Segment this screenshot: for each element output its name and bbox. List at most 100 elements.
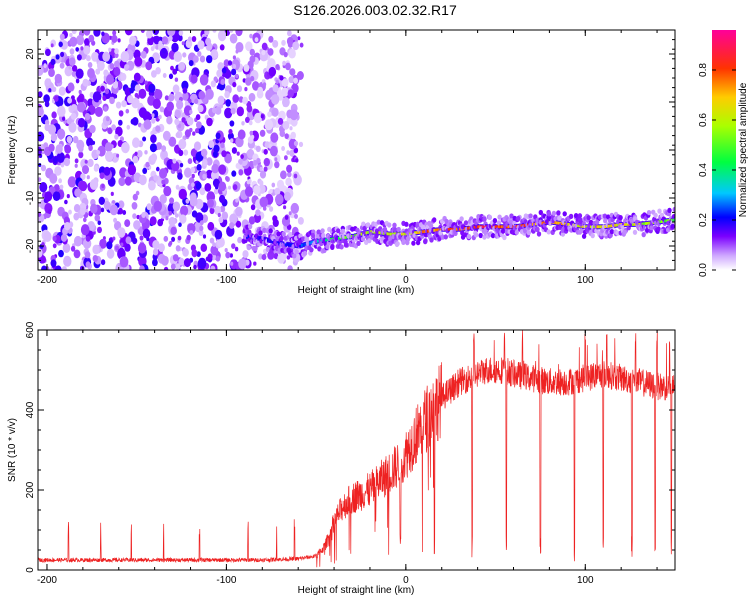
- noise-cell: [151, 70, 157, 78]
- signal-cell: [631, 222, 634, 226]
- noise-cell: [211, 163, 219, 174]
- noise-cell: [187, 223, 196, 235]
- halo-cell: [482, 216, 487, 222]
- signal-cell: [499, 225, 502, 229]
- signal-cell: [659, 220, 662, 224]
- signal-cell: [386, 232, 389, 236]
- noise-cell: [92, 244, 100, 255]
- noise-cell: [289, 109, 299, 121]
- halo-cell: [258, 230, 263, 236]
- noise-cell: [280, 251, 287, 261]
- noise-cell: [138, 107, 147, 119]
- noise-cell: [67, 82, 75, 92]
- signal-cell: [473, 225, 476, 229]
- halo-cell: [279, 235, 284, 241]
- halo-cell: [396, 226, 401, 233]
- noise-cell: [283, 51, 288, 58]
- colorbar-tick-label: 0.2: [698, 213, 709, 227]
- colorbar-tick-label: 0.4: [698, 163, 709, 177]
- noise-cell: [275, 79, 279, 84]
- noise-cell: [71, 30, 77, 35]
- noise-cell: [187, 36, 192, 42]
- noise-cell: [232, 55, 236, 60]
- halo-cell: [560, 231, 566, 237]
- noise-cell: [204, 183, 212, 192]
- noise-cell: [212, 30, 217, 33]
- noise-cell: [113, 66, 121, 77]
- noise-cell: [202, 173, 207, 180]
- signal-cell: [404, 232, 407, 236]
- halo-cell: [367, 238, 372, 244]
- noise-cell: [87, 62, 93, 68]
- noise-cell: [192, 131, 196, 136]
- noise-cell: [100, 85, 105, 92]
- noise-cell: [54, 166, 62, 176]
- noise-cell: [269, 188, 273, 194]
- noise-cell: [254, 112, 262, 124]
- signal-cell: [447, 227, 450, 231]
- noise-cell: [145, 161, 150, 168]
- noise-cell: [289, 126, 293, 131]
- noise-cell: [169, 197, 175, 204]
- noise-cell: [106, 74, 114, 85]
- noise-cell: [50, 58, 56, 66]
- halo-cell: [406, 235, 411, 241]
- noise-cell: [139, 265, 145, 270]
- colorbar-gradient: [712, 30, 736, 270]
- noise-cell: [172, 84, 180, 94]
- spectrogram-y-tick-label: 0: [25, 147, 36, 153]
- noise-cell: [187, 158, 193, 165]
- noise-cell: [196, 164, 202, 171]
- noise-cell: [41, 242, 45, 247]
- noise-cell: [159, 194, 167, 204]
- noise-cell: [66, 118, 72, 125]
- noise-cell: [80, 173, 86, 181]
- noise-cell: [229, 213, 238, 225]
- noise-cell: [171, 42, 179, 53]
- noise-cell: [183, 258, 191, 268]
- noise-cell: [178, 138, 187, 150]
- noise-cell: [261, 42, 268, 51]
- noise-cell: [124, 176, 132, 186]
- noise-cell: [188, 60, 194, 67]
- noise-cell: [215, 255, 221, 262]
- noise-cell: [69, 57, 76, 66]
- signal-cell: [633, 222, 636, 226]
- noise-cell: [48, 88, 52, 93]
- spectrogram-x-label: Height of straight line (km): [298, 285, 415, 296]
- halo-cell: [294, 249, 299, 255]
- noise-cell: [225, 251, 231, 259]
- noise-cell: [169, 240, 173, 246]
- halo-cell: [562, 211, 567, 217]
- noise-cell: [118, 177, 126, 187]
- noise-cell: [116, 153, 120, 158]
- noise-cell: [287, 30, 292, 37]
- noise-cell: [144, 150, 148, 155]
- noise-cell: [175, 184, 180, 190]
- noise-cell: [234, 246, 239, 252]
- noise-cell: [245, 77, 252, 86]
- noise-cell: [259, 129, 266, 137]
- noise-cell: [217, 62, 224, 71]
- signal-cell: [638, 222, 641, 226]
- noise-cell: [161, 150, 168, 159]
- noise-cell: [71, 71, 77, 77]
- noise-cell: [178, 222, 182, 227]
- noise-cell: [76, 54, 82, 61]
- noise-cell: [293, 173, 298, 179]
- halo-cell: [460, 234, 466, 240]
- spectrogram-y-tick-label: -20: [25, 238, 36, 253]
- noise-cell: [97, 60, 105, 71]
- noise-cell: [38, 131, 45, 142]
- noise-cell: [118, 200, 125, 209]
- noise-cell: [63, 157, 71, 167]
- noise-cell: [142, 228, 151, 239]
- noise-cell: [44, 191, 53, 202]
- signal-cell: [560, 222, 563, 225]
- signal-cell: [276, 241, 279, 245]
- halo-cell: [265, 246, 271, 253]
- noise-cell: [144, 80, 148, 85]
- noise-cell: [290, 131, 297, 140]
- noise-cell: [258, 253, 263, 260]
- noise-cell: [161, 255, 169, 266]
